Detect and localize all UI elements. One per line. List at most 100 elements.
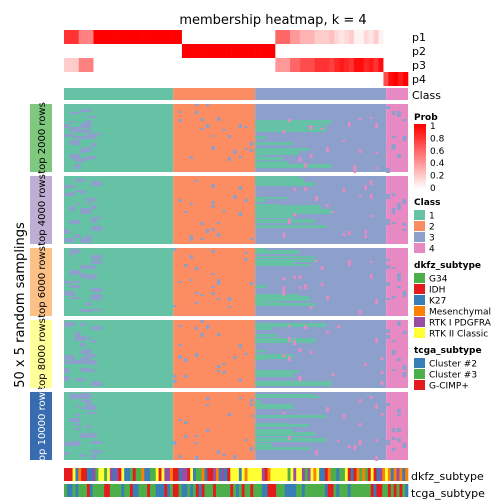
heatmap-noise <box>255 354 294 359</box>
prob-cell <box>285 72 291 86</box>
heatmap-noise <box>358 195 362 197</box>
heatmap-noise <box>397 428 401 432</box>
prob-gradient-step <box>414 158 426 161</box>
tcga-cell <box>147 484 151 497</box>
heatmap-noise <box>74 428 81 430</box>
heatmap-noise <box>364 363 368 366</box>
heatmap-noise <box>189 156 193 159</box>
prob-gradient-step <box>414 155 426 158</box>
tcga-cell <box>353 484 357 497</box>
heatmap-noise <box>69 127 81 132</box>
tcga-cell <box>301 484 306 497</box>
tcga-cell <box>127 484 131 497</box>
tcga-cell <box>319 484 323 497</box>
heatmap-noise <box>315 196 318 201</box>
prob-cell <box>324 58 330 72</box>
dkfz-cell <box>121 468 125 481</box>
tcga-cell <box>385 484 389 497</box>
dkfz_subtype-legend-label: G34 <box>429 275 448 285</box>
heatmap-noise <box>391 208 396 214</box>
heatmap-noise <box>222 210 226 212</box>
heatmap-noise <box>91 181 103 186</box>
tcga-cell <box>141 484 145 497</box>
tcga-cell <box>324 484 329 497</box>
tcga-cell <box>167 484 171 497</box>
tcga-cell <box>138 484 142 497</box>
heatmap-noise <box>309 306 313 309</box>
heatmap-noise <box>244 439 248 441</box>
dkfz-cell <box>201 468 205 481</box>
heatmap-noise <box>216 450 221 454</box>
heatmap-noise <box>298 157 302 162</box>
prob-cell <box>98 58 104 72</box>
heatmap-noise <box>85 302 92 306</box>
heatmap-noise <box>304 325 307 329</box>
heatmap-noise <box>184 264 188 267</box>
prob-cell <box>167 58 173 72</box>
heatmap-noise <box>255 303 316 306</box>
heatmap-noise <box>91 226 103 231</box>
heatmap-noise <box>80 357 92 362</box>
heatmap-noise <box>195 111 199 114</box>
prob-cell <box>329 30 335 44</box>
prob-cell <box>152 58 158 72</box>
prob-gradient-step <box>414 135 426 138</box>
heatmap-noise <box>195 353 199 357</box>
class-cell <box>255 88 387 100</box>
tcga-cell <box>276 484 280 497</box>
heatmap-noise <box>205 229 210 233</box>
heatmap-noise <box>69 394 81 399</box>
tcga-cell <box>66 484 71 497</box>
prob-cell <box>231 30 237 44</box>
heatmap-noise <box>282 291 286 296</box>
heatmap-noise <box>386 219 390 225</box>
tcga-cell <box>198 484 202 497</box>
heatmap-noise <box>91 205 97 209</box>
heatmap-noise <box>244 252 248 254</box>
dkfz-cell <box>339 468 343 481</box>
tcga-cell <box>304 484 308 497</box>
dkfz-cell <box>190 468 194 481</box>
heatmap-noise <box>205 124 210 128</box>
heatmap-noise <box>255 176 299 181</box>
prob-cell <box>240 30 247 44</box>
prob-cell <box>309 72 315 86</box>
tcga-cell <box>78 484 82 497</box>
heatmap-noise <box>375 152 378 154</box>
heatmap-noise <box>74 414 81 416</box>
prob-cell <box>196 58 202 72</box>
prob-cell <box>255 58 261 72</box>
heatmap-noise <box>227 306 232 308</box>
tcga-cell <box>75 484 79 497</box>
prob-cell <box>231 58 237 72</box>
dkfz-cell <box>144 468 148 481</box>
dkfz-cell <box>258 468 263 481</box>
prob-cell <box>226 58 232 72</box>
heatmap-noise <box>391 136 396 138</box>
heatmap-noise <box>255 400 261 404</box>
prob-cell <box>294 44 301 58</box>
prob-cell <box>236 58 242 72</box>
prob-gradient-step <box>414 133 426 136</box>
heatmap-noise <box>216 233 221 237</box>
prob-cell <box>398 44 404 58</box>
prob-cell <box>142 58 148 72</box>
heatmap-noise <box>178 355 182 359</box>
tcga-cell <box>135 484 139 497</box>
heatmap-noise <box>369 180 373 185</box>
dkfz-cell <box>75 468 79 481</box>
prob-cell <box>368 58 374 72</box>
tcga_subtype-legend-swatch <box>414 358 425 368</box>
tcga-cell <box>330 484 334 497</box>
prob-cell <box>324 30 330 44</box>
dkfz-cell <box>244 468 248 481</box>
heatmap-noise <box>80 343 86 347</box>
prob-cell <box>108 72 114 86</box>
prob-cell <box>270 58 276 72</box>
prob-gradient-step <box>414 128 426 131</box>
heatmap-noise <box>353 445 357 450</box>
prob-cell <box>236 44 242 58</box>
dkfz-cell <box>158 468 162 481</box>
heatmap-noise <box>222 454 226 456</box>
heatmap-noise <box>91 326 103 330</box>
